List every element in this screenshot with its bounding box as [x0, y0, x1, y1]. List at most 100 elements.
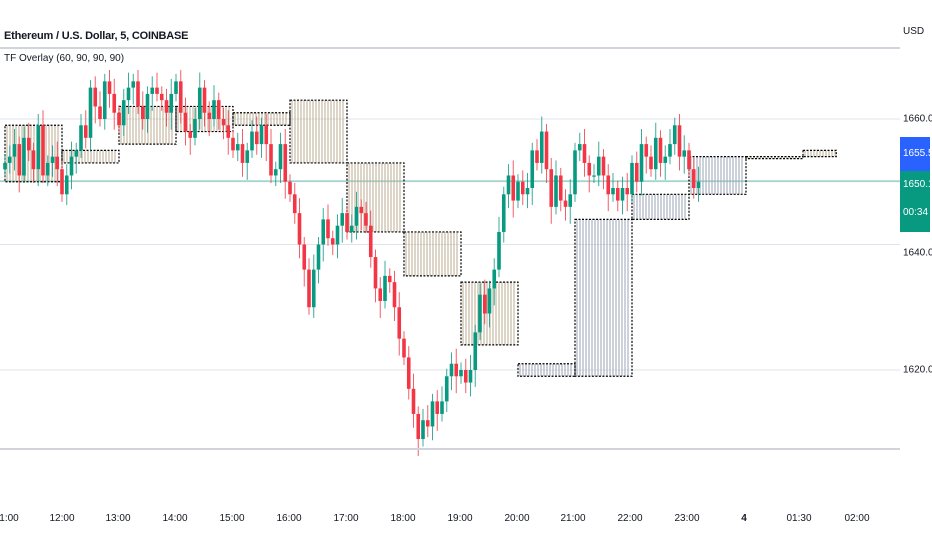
candle	[383, 260, 387, 309]
candle	[174, 73, 178, 102]
candle	[183, 97, 188, 146]
candle	[373, 249, 378, 303]
candle	[430, 393, 435, 441]
candle	[649, 145, 653, 177]
candle	[26, 122, 31, 162]
candle	[525, 172, 530, 209]
y-tick-1660: 1660.00	[903, 113, 932, 125]
candle	[468, 354, 473, 397]
candle	[596, 141, 601, 187]
candle	[131, 73, 136, 105]
candle	[696, 166, 701, 202]
candle	[250, 120, 254, 158]
candle	[145, 86, 150, 133]
candle	[378, 277, 383, 318]
candle	[207, 101, 212, 136]
candle	[316, 236, 321, 284]
candle	[516, 174, 520, 209]
candle	[554, 160, 558, 215]
candle	[216, 92, 221, 130]
candle	[60, 161, 64, 202]
x-tick-day: 4	[741, 513, 747, 524]
candle	[658, 130, 663, 177]
candle	[630, 155, 634, 202]
candle	[3, 155, 7, 177]
candle	[22, 126, 26, 184]
candle	[501, 186, 506, 243]
candle	[406, 346, 411, 400]
candle	[520, 170, 525, 205]
candle	[577, 132, 582, 162]
candle	[397, 292, 402, 356]
candle	[421, 408, 425, 447]
x-tick: 13:00	[105, 513, 131, 524]
candle	[278, 132, 283, 184]
candle	[682, 135, 687, 174]
candle	[69, 141, 74, 190]
timeframe-overlay-boxes	[4, 99, 837, 377]
x-tick: 02:00	[844, 513, 870, 524]
candle	[117, 105, 121, 133]
candle	[425, 405, 430, 438]
candle	[663, 145, 668, 180]
last-close-price-tag: 1655.52	[900, 137, 932, 171]
candle	[611, 172, 615, 202]
candle	[487, 280, 492, 328]
candle	[563, 189, 568, 221]
symbol-title[interactable]: Ethereum / U.S. Dollar, 5, COINBASE	[4, 30, 189, 42]
candle	[202, 80, 207, 127]
candle	[159, 86, 164, 111]
candle	[212, 85, 216, 127]
candle	[74, 142, 79, 174]
candle	[335, 214, 340, 259]
candle	[359, 199, 364, 231]
candle	[497, 216, 501, 278]
candle	[668, 129, 672, 165]
candle	[292, 183, 297, 224]
candle	[492, 258, 497, 306]
x-tick: 1:00	[0, 513, 19, 524]
candle	[297, 198, 302, 259]
candle	[606, 164, 611, 212]
candle	[326, 204, 330, 246]
x-tick: 12:00	[49, 513, 75, 524]
x-tick: 23:00	[674, 513, 700, 524]
candle	[245, 142, 250, 180]
candle	[672, 117, 677, 155]
candle	[273, 161, 278, 187]
candle	[45, 155, 50, 187]
candle	[136, 70, 140, 114]
candle	[41, 110, 45, 184]
candle	[112, 78, 117, 130]
currency-label: USD	[903, 26, 925, 37]
candle	[188, 124, 193, 155]
candle	[459, 362, 463, 384]
candle	[197, 72, 202, 130]
candle	[31, 142, 36, 184]
candle	[107, 70, 112, 108]
candle	[121, 88, 126, 136]
candle	[98, 91, 102, 127]
candle	[364, 201, 368, 234]
candle	[231, 130, 235, 158]
candle	[288, 174, 292, 202]
candle	[12, 129, 17, 171]
candle	[269, 129, 273, 184]
y-tick-1620: 1620.00	[903, 364, 932, 376]
candle	[321, 208, 326, 262]
candle	[677, 113, 682, 171]
countdown-tag: 00:34	[900, 198, 930, 232]
x-tick: 21:00	[560, 513, 586, 524]
indicator-label[interactable]: TF Overlay (60, 90, 90, 90)	[4, 53, 125, 64]
candle	[126, 72, 131, 114]
candle	[691, 157, 696, 199]
candle	[615, 180, 620, 212]
candle	[535, 139, 539, 171]
candle	[478, 283, 482, 340]
candle	[634, 151, 639, 193]
candle	[411, 373, 416, 428]
candle	[155, 72, 159, 102]
candle	[307, 258, 311, 315]
candle	[544, 124, 549, 184]
